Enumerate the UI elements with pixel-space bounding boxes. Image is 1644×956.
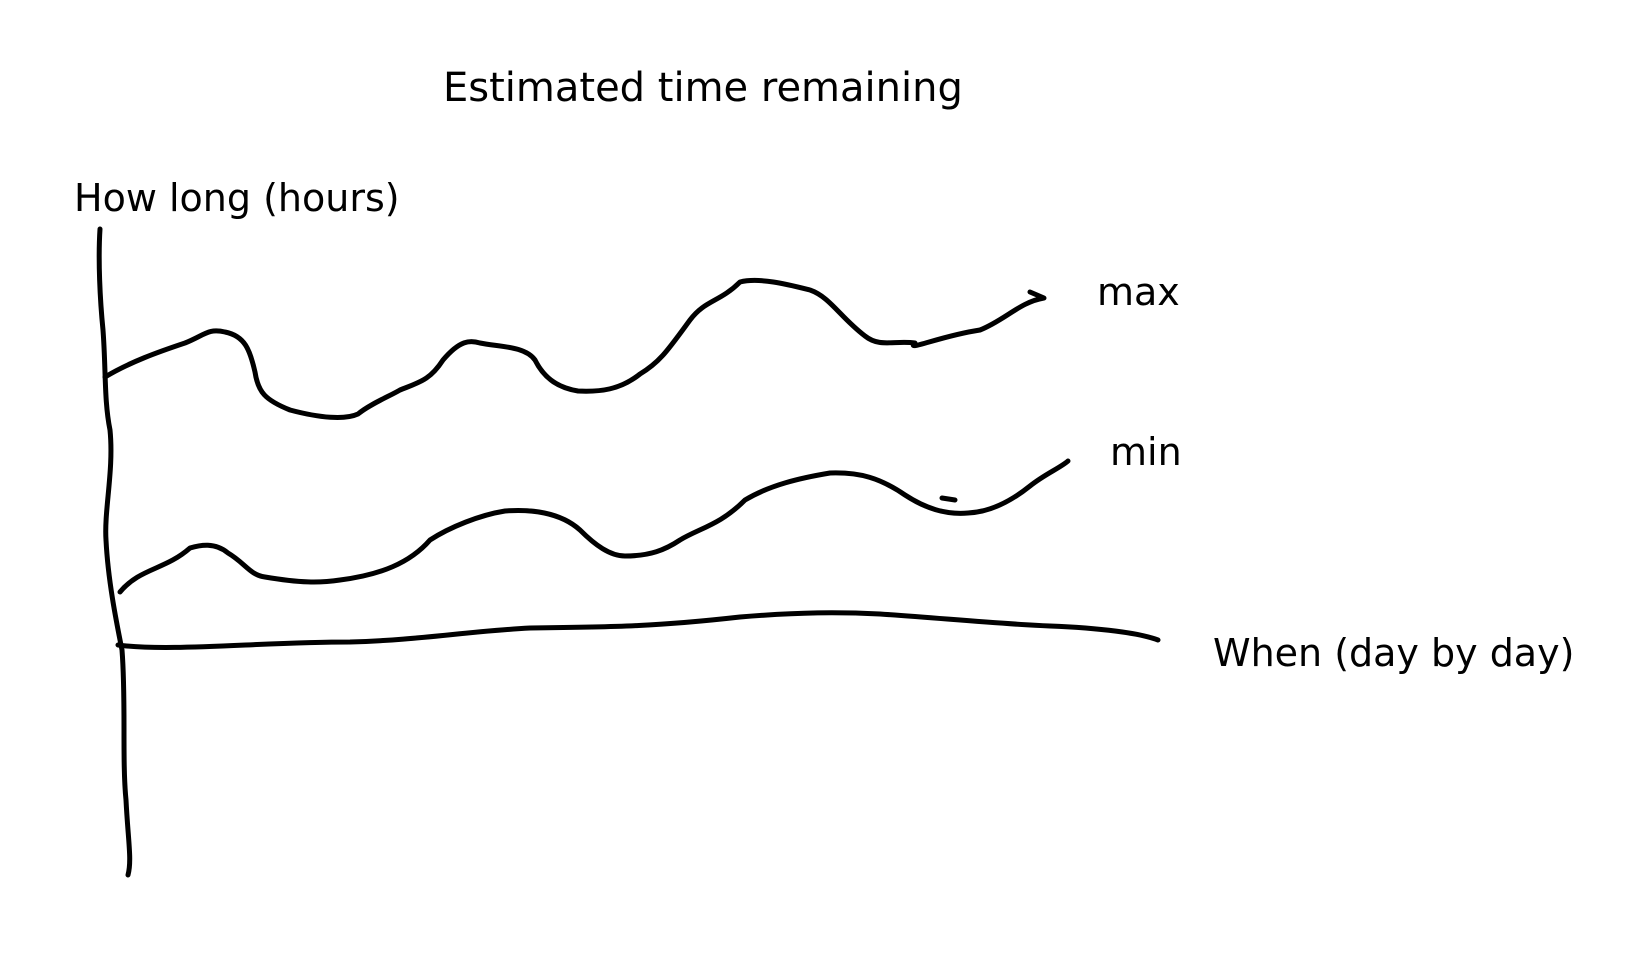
series-line-min	[117, 458, 1071, 595]
series-line-max	[102, 277, 1047, 420]
y-axis-label: How long (hours)	[74, 176, 400, 220]
series-label-min: min	[1110, 430, 1182, 474]
y-axis-line	[96, 226, 133, 878]
x-axis-line	[115, 610, 1161, 650]
min-line-tick-mark	[939, 495, 958, 503]
chart-title: Estimated time remaining	[443, 65, 963, 111]
series-label-max: max	[1097, 270, 1180, 314]
x-axis-label: When (day by day)	[1213, 631, 1574, 675]
